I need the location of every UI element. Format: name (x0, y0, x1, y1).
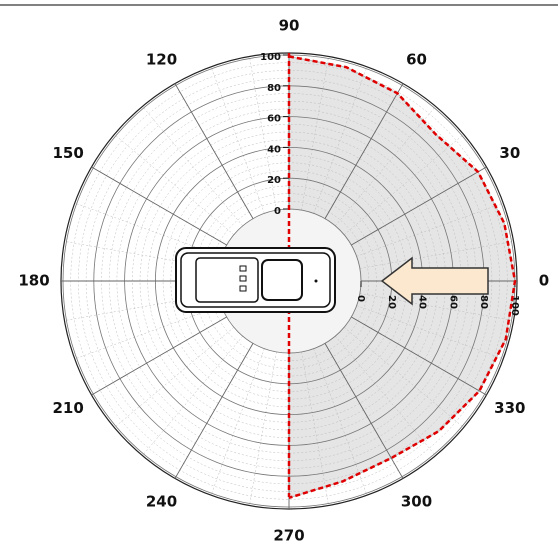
device-dot (314, 279, 318, 283)
theta-tick-label: 300 (401, 492, 432, 510)
device-button (239, 285, 247, 292)
theta-tick-label: 210 (53, 399, 84, 417)
minor-spoke (301, 351, 329, 506)
direction-arrow (380, 256, 489, 306)
r-tick-label: 60 (267, 114, 281, 125)
device-inner (180, 252, 331, 308)
spoke (174, 83, 254, 219)
theta-tick-label: 330 (494, 399, 525, 417)
device-button (239, 265, 247, 272)
minor-spoke (343, 327, 464, 428)
r-tick-label: 100 (509, 295, 520, 316)
r-tick-label: 80 (267, 83, 281, 94)
minor-spoke (356, 305, 504, 360)
minor-spoke (359, 241, 514, 269)
data-line (288, 55, 517, 499)
theta-tick-label: 120 (146, 51, 177, 69)
minor-spoke (74, 305, 222, 360)
theta-tick-label: 240 (146, 492, 177, 510)
minor-spoke (142, 106, 243, 227)
device (175, 247, 336, 313)
theta-tick-label: 180 (18, 272, 49, 290)
spoke (351, 166, 487, 246)
minor-spoke (114, 327, 235, 428)
decoration (175, 247, 489, 313)
r-tick-label: 20 (267, 175, 281, 186)
minor-spoke (335, 335, 436, 456)
theta-tick-label: 30 (499, 144, 520, 162)
minor-spoke (343, 134, 464, 235)
r-tick-label: 0 (355, 295, 366, 302)
spoke (324, 343, 404, 479)
spoke (174, 343, 254, 479)
minor-spoke (142, 335, 243, 456)
marks (287, 53, 517, 499)
minor-spoke (249, 351, 277, 506)
r-tick-label: 40 (267, 144, 281, 155)
spoke (91, 316, 227, 396)
r-tick-label: 80 (478, 295, 489, 309)
r-tick-label: 100 (260, 52, 281, 63)
minor-spoke (210, 66, 265, 214)
minor-spoke (114, 134, 235, 235)
minor-spoke (301, 56, 329, 211)
theta-tick-label: 270 (273, 527, 304, 545)
spoke (91, 166, 227, 246)
theta-tick-label: 0 (539, 272, 549, 290)
r-tick-label: 40 (417, 295, 428, 309)
minor-spoke (313, 348, 368, 496)
r-tick-label: 20 (386, 295, 397, 309)
device-lens (261, 259, 303, 301)
r-tick-label: 0 (274, 206, 281, 217)
device-screen (195, 257, 259, 303)
theta-tick-label: 60 (406, 51, 427, 69)
minor-spoke (356, 202, 504, 257)
minor-spoke (210, 348, 265, 496)
minor-spoke (313, 66, 368, 214)
minor-spoke (359, 293, 514, 321)
r-tick-label: 60 (447, 295, 458, 309)
spoke (351, 316, 487, 396)
theta-tick-label: 150 (53, 144, 84, 162)
device-button (239, 275, 247, 282)
theta-tick-label: 90 (279, 17, 300, 35)
spoke (324, 83, 404, 219)
minor-spoke (249, 56, 277, 211)
minor-spoke (335, 106, 436, 227)
